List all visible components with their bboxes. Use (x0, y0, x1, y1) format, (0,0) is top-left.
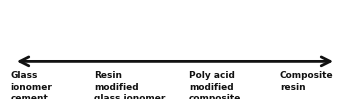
Text: Composite
resin: Composite resin (280, 71, 334, 92)
Text: Resin
modified
glass ionomer
cement: Resin modified glass ionomer cement (94, 71, 166, 99)
Text: Poly acid
modified
composite
resin: Poly acid modified composite resin (189, 71, 241, 99)
Text: Glass
ionomer
cement: Glass ionomer cement (10, 71, 52, 99)
